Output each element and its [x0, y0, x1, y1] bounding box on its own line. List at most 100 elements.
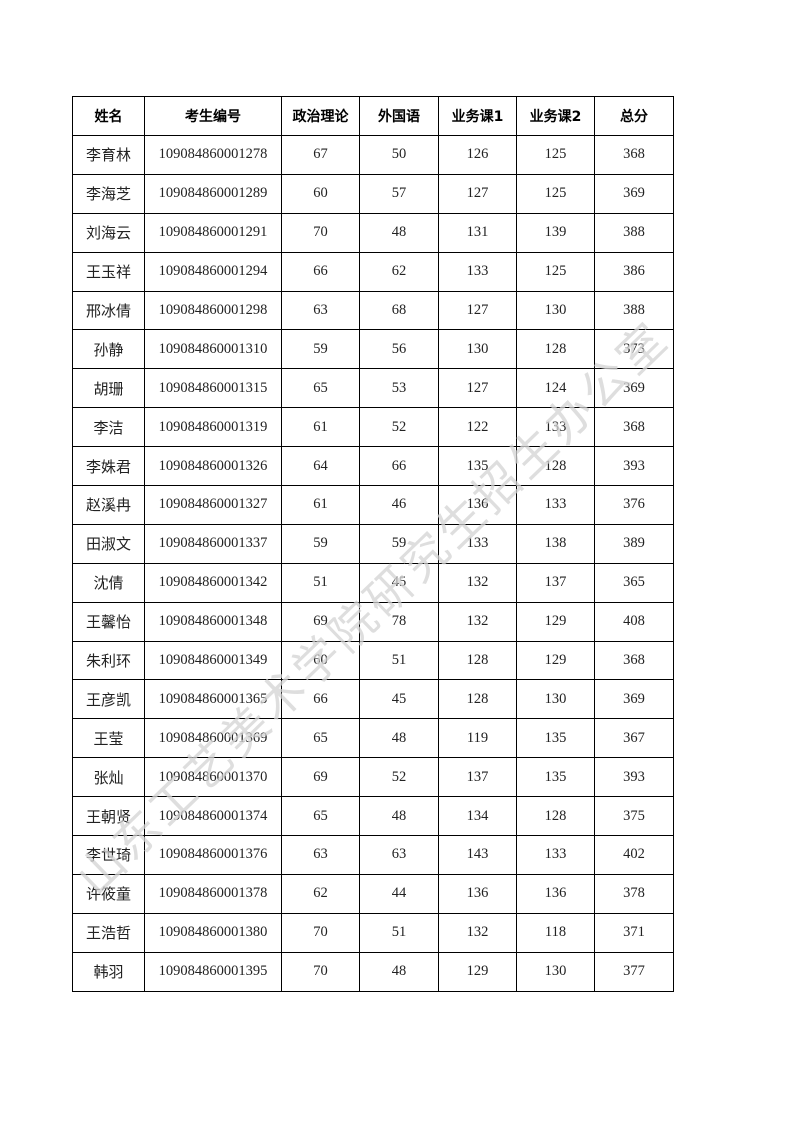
table-row: 王朝贤 109084860001374 65 48 134 128 375 [72, 796, 674, 837]
cell-foreign-language: 78 [359, 601, 439, 642]
table-row: 朱利环 109084860001349 60 51 128 129 368 [72, 640, 674, 681]
cell-major-course-1: 127 [438, 290, 517, 331]
cell-name: 胡珊 [72, 368, 145, 409]
cell-candidate-id: 109084860001378 [144, 873, 282, 914]
cell-total: 368 [594, 135, 674, 175]
header-candidate-id: 考生编号 [144, 96, 282, 136]
cell-major-course-1: 136 [438, 485, 517, 525]
cell-politics: 65 [281, 796, 360, 837]
cell-name: 许筱童 [72, 873, 145, 914]
cell-major-course-2: 130 [516, 679, 595, 720]
cell-foreign-language: 51 [359, 640, 439, 681]
cell-candidate-id: 109084860001395 [144, 951, 282, 992]
table-row: 张灿 109084860001370 69 52 137 135 393 [72, 757, 674, 798]
cell-total: 368 [594, 407, 674, 448]
table-row: 王玉祥 109084860001294 66 62 133 125 386 [72, 251, 674, 292]
cell-politics: 70 [281, 951, 360, 992]
cell-major-course-1: 119 [438, 718, 517, 759]
cell-major-course-1: 132 [438, 601, 517, 642]
table-row: 胡珊 109084860001315 65 53 127 124 369 [72, 368, 674, 409]
cell-total: 373 [594, 329, 674, 370]
table-row: 邢冰倩 109084860001298 63 68 127 130 388 [72, 290, 674, 331]
cell-candidate-id: 109084860001370 [144, 757, 282, 798]
cell-major-course-2: 136 [516, 873, 595, 914]
cell-major-course-1: 133 [438, 523, 517, 564]
cell-major-course-2: 130 [516, 951, 595, 992]
table-row: 李育林 109084860001278 67 50 126 125 368 [72, 135, 674, 175]
table-row: 韩羽 109084860001395 70 48 129 130 377 [72, 951, 674, 992]
cell-candidate-id: 109084860001289 [144, 173, 282, 214]
cell-candidate-id: 109084860001310 [144, 329, 282, 370]
cell-foreign-language: 52 [359, 407, 439, 448]
cell-candidate-id: 109084860001294 [144, 251, 282, 292]
cell-major-course-2: 128 [516, 446, 595, 487]
cell-major-course-2: 124 [516, 368, 595, 409]
cell-politics: 70 [281, 212, 360, 253]
table-row: 田淑文 109084860001337 59 59 133 138 389 [72, 523, 674, 564]
cell-foreign-language: 52 [359, 757, 439, 798]
cell-major-course-2: 135 [516, 757, 595, 798]
table-row: 王浩哲 109084860001380 70 51 132 118 371 [72, 912, 674, 953]
cell-total: 378 [594, 873, 674, 914]
header-name: 姓名 [72, 96, 145, 136]
cell-name: 孙静 [72, 329, 145, 370]
cell-major-course-1: 133 [438, 251, 517, 292]
cell-major-course-2: 139 [516, 212, 595, 253]
cell-total: 367 [594, 718, 674, 759]
cell-major-course-2: 133 [516, 835, 595, 875]
cell-name: 王彦凯 [72, 679, 145, 720]
cell-name: 李洁 [72, 407, 145, 448]
cell-major-course-1: 135 [438, 446, 517, 487]
cell-major-course-2: 128 [516, 796, 595, 837]
cell-candidate-id: 109084860001349 [144, 640, 282, 681]
header-total: 总分 [594, 96, 674, 136]
cell-candidate-id: 109084860001337 [144, 523, 282, 564]
cell-major-course-2: 137 [516, 562, 595, 603]
cell-name: 邢冰倩 [72, 290, 145, 331]
cell-politics: 67 [281, 135, 360, 175]
cell-total: 365 [594, 562, 674, 603]
cell-name: 王玉祥 [72, 251, 145, 292]
table-row: 赵溪冉 109084860001327 61 46 136 133 376 [72, 485, 674, 525]
cell-candidate-id: 109084860001315 [144, 368, 282, 409]
cell-politics: 61 [281, 407, 360, 448]
cell-foreign-language: 63 [359, 835, 439, 875]
cell-candidate-id: 109084860001348 [144, 601, 282, 642]
cell-major-course-1: 129 [438, 951, 517, 992]
cell-name: 王浩哲 [72, 912, 145, 953]
table-row: 孙静 109084860001310 59 56 130 128 373 [72, 329, 674, 370]
header-major-course-1: 业务课1 [438, 96, 517, 136]
cell-politics: 63 [281, 290, 360, 331]
cell-foreign-language: 51 [359, 912, 439, 953]
cell-name: 李世琦 [72, 835, 145, 875]
cell-total: 389 [594, 523, 674, 564]
cell-politics: 60 [281, 640, 360, 681]
cell-candidate-id: 109084860001376 [144, 835, 282, 875]
cell-major-course-2: 125 [516, 135, 595, 175]
table-row: 王彦凯 109084860001365 66 45 128 130 369 [72, 679, 674, 720]
cell-foreign-language: 59 [359, 523, 439, 564]
cell-major-course-1: 130 [438, 329, 517, 370]
table-row: 李海芝 109084860001289 60 57 127 125 369 [72, 173, 674, 214]
header-row: 姓名 考生编号 政治理论 外国语 业务课1 业务课2 总分 [72, 96, 674, 136]
cell-foreign-language: 48 [359, 718, 439, 759]
cell-politics: 70 [281, 912, 360, 953]
cell-politics: 65 [281, 718, 360, 759]
cell-foreign-language: 66 [359, 446, 439, 487]
cell-foreign-language: 56 [359, 329, 439, 370]
cell-name: 沈倩 [72, 562, 145, 603]
cell-name: 王莹 [72, 718, 145, 759]
cell-major-course-1: 122 [438, 407, 517, 448]
cell-total: 376 [594, 485, 674, 525]
cell-major-course-2: 118 [516, 912, 595, 953]
cell-name: 李姝君 [72, 446, 145, 487]
cell-foreign-language: 45 [359, 562, 439, 603]
cell-total: 368 [594, 640, 674, 681]
cell-politics: 61 [281, 485, 360, 525]
cell-foreign-language: 53 [359, 368, 439, 409]
cell-foreign-language: 48 [359, 951, 439, 992]
cell-foreign-language: 68 [359, 290, 439, 331]
cell-candidate-id: 109084860001298 [144, 290, 282, 331]
cell-total: 386 [594, 251, 674, 292]
cell-total: 371 [594, 912, 674, 953]
